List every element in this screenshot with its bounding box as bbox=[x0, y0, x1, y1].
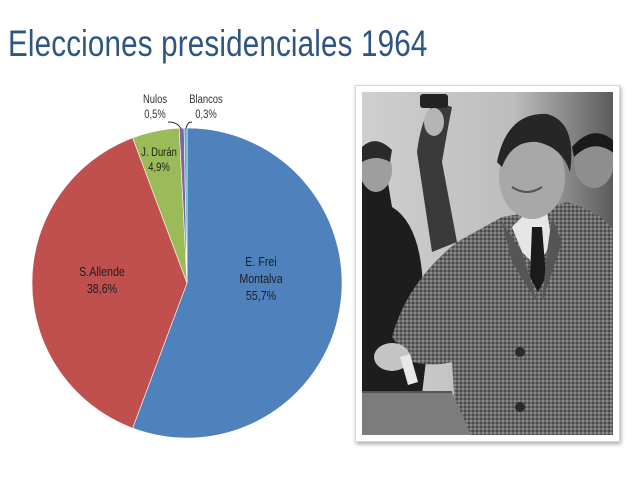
label-nulos-value: 0,5% bbox=[144, 109, 166, 121]
photo-illustration bbox=[362, 92, 613, 435]
label-nulos: Nulos 0,5% bbox=[143, 93, 167, 123]
label-allende-name: S.Allende bbox=[79, 264, 125, 279]
label-blancos: Blancos 0,3% bbox=[189, 93, 223, 123]
label-frei-value: 55,7% bbox=[245, 288, 277, 303]
pie-slice-4 bbox=[183, 127, 188, 284]
leader-line-nulos bbox=[167, 121, 182, 130]
label-duran-name: J. Durán bbox=[141, 147, 177, 159]
label-duran-value: 4,9% bbox=[148, 162, 170, 174]
slide-title: Elecciones presidenciales 1964 bbox=[8, 23, 428, 64]
pie-slice-0 bbox=[132, 127, 343, 439]
label-frei-line1: E. Frei bbox=[245, 254, 277, 269]
pie-chart: E. Frei Montalva 55,7% S.Allende 38,6% J… bbox=[31, 93, 343, 439]
label-allende: S.Allende 38,6% bbox=[79, 263, 125, 297]
label-blancos-value: 0,3% bbox=[195, 109, 217, 121]
label-allende-value: 38,6% bbox=[86, 281, 118, 296]
voting-photo bbox=[362, 92, 613, 435]
label-nulos-name: Nulos bbox=[142, 94, 168, 106]
label-frei: E. Frei Montalva 55,7% bbox=[239, 253, 282, 304]
photo-frame bbox=[355, 85, 620, 442]
label-blancos-name: Blancos bbox=[189, 94, 223, 106]
label-frei-line2: Montalva bbox=[239, 271, 283, 286]
pie-graphic bbox=[31, 121, 343, 439]
pie-slice-1 bbox=[31, 137, 188, 429]
label-duran: J. Durán 4,9% bbox=[141, 146, 177, 176]
leader-line-blancos bbox=[185, 121, 193, 130]
